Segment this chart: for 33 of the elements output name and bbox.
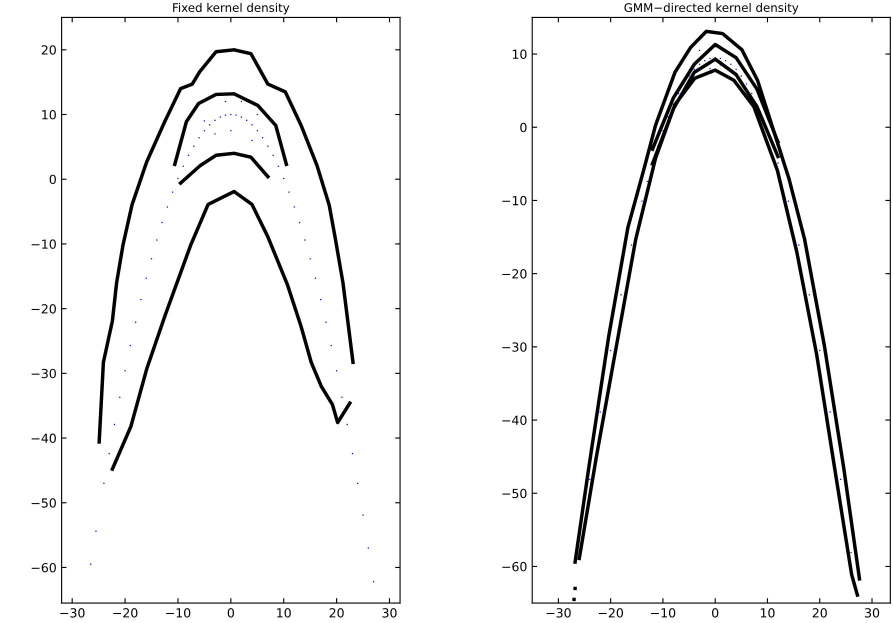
x-tick-label: −30 bbox=[546, 608, 571, 618]
x-tick-label: 30 bbox=[865, 608, 880, 618]
y-tick-label: 20 bbox=[42, 45, 56, 55]
x-tick-label: 0 bbox=[712, 608, 718, 618]
y-tick-label: −10 bbox=[32, 239, 56, 249]
y-tick-label: 10 bbox=[42, 110, 56, 120]
x-tick-label: 20 bbox=[812, 608, 827, 618]
x-tick-label: 10 bbox=[277, 608, 291, 618]
y-tick-label: 10 bbox=[512, 50, 527, 59]
y-tick-label: −30 bbox=[502, 342, 527, 352]
y-tick-label: −20 bbox=[502, 269, 527, 279]
x-tick-label: −10 bbox=[166, 608, 190, 618]
x-tick-label: 30 bbox=[382, 608, 397, 618]
y-tick-label: −40 bbox=[502, 416, 527, 425]
y-tick-label: 0 bbox=[520, 122, 527, 132]
y-tick-label: −30 bbox=[32, 368, 56, 378]
y-tick-label: −50 bbox=[502, 488, 527, 498]
x-tick-label: 0 bbox=[228, 608, 234, 618]
x-tick-label: −30 bbox=[60, 608, 85, 618]
x-tick-label: −20 bbox=[598, 608, 623, 618]
chart-title: Fixed kernel density bbox=[173, 2, 290, 14]
y-tick-label: −10 bbox=[502, 196, 527, 206]
y-tick-label: −60 bbox=[32, 562, 56, 572]
x-tick-label: −10 bbox=[651, 608, 676, 618]
y-tick-label: −50 bbox=[32, 498, 56, 508]
y-tick-label: −20 bbox=[32, 304, 56, 314]
y-tick-label: 0 bbox=[50, 174, 56, 184]
x-tick-label: 20 bbox=[330, 608, 344, 618]
x-tick-label: −20 bbox=[113, 608, 138, 618]
y-tick-label: −40 bbox=[32, 434, 56, 443]
chart-title: GMM−directed kernel density bbox=[624, 2, 798, 14]
y-tick-label: −60 bbox=[502, 562, 527, 572]
x-tick-label: 10 bbox=[760, 608, 775, 618]
